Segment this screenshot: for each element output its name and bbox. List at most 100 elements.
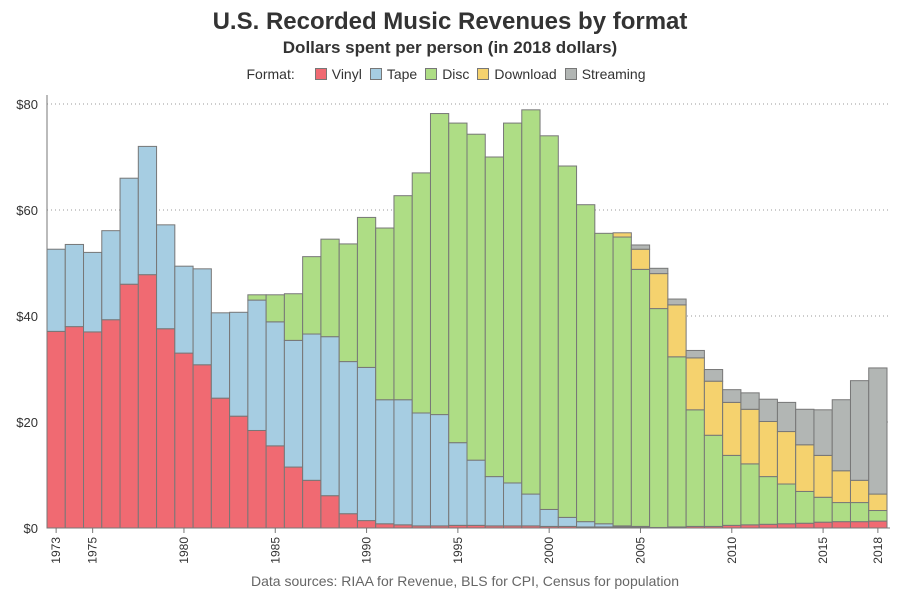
bar-segment-disc-2006 xyxy=(649,308,669,528)
bar-segment-vinyl-1983 xyxy=(229,415,249,529)
bar-segment-download-2007 xyxy=(667,304,687,358)
bar-segment-vinyl-1974 xyxy=(64,326,85,529)
bar-segment-disc-1986 xyxy=(283,293,304,341)
bar-segment-download-2005 xyxy=(630,248,651,270)
bar-segment-tape-1999 xyxy=(521,493,541,527)
bar-segment-vinyl-1989 xyxy=(338,513,358,529)
bar-segment-disc-1997 xyxy=(484,156,505,478)
bar-segment-tape-1977 xyxy=(119,177,139,285)
legend-item-vinyl[interactable]: Vinyl xyxy=(314,66,362,82)
bar-segment-tape-1995 xyxy=(448,442,468,526)
bar-segment-download-2018 xyxy=(868,493,888,512)
y-tick-label: $80 xyxy=(16,97,38,112)
bar-segment-disc-2010 xyxy=(722,454,742,526)
bar-segment-vinyl-1985 xyxy=(265,445,285,529)
bar-segment-vinyl-2017 xyxy=(849,521,870,529)
legend-item-streaming[interactable]: Streaming xyxy=(564,66,646,82)
bar-segment-disc-1999 xyxy=(521,109,541,495)
bar-segment-streaming-2018 xyxy=(868,367,888,495)
bar-segment-disc-2014 xyxy=(795,490,815,524)
bar-segment-tape-1998 xyxy=(503,482,523,527)
legend-item-download[interactable]: Download xyxy=(477,66,557,82)
legend-swatch-download xyxy=(477,68,490,80)
x-tick-label: 1995 xyxy=(451,537,465,564)
bar-segment-tape-2000 xyxy=(539,508,559,527)
legend: Format: Vinyl Tape Disc Download Streami… xyxy=(0,66,900,82)
legend-swatch-streaming xyxy=(564,68,577,80)
bar-segment-download-2011 xyxy=(740,408,760,465)
bar-segment-disc-2016 xyxy=(831,502,851,523)
bar-segment-vinyl-2018 xyxy=(868,520,888,529)
bars xyxy=(46,109,888,529)
y-tick-label: $20 xyxy=(16,415,38,430)
bar-segment-download-2008 xyxy=(685,357,705,411)
bar-segment-tape-1983 xyxy=(229,311,249,417)
bar-segment-disc-1991 xyxy=(375,227,395,401)
bar-segment-vinyl-1987 xyxy=(302,479,322,529)
bar-segment-disc-2008 xyxy=(685,409,705,527)
bar-segment-streaming-2011 xyxy=(740,392,760,410)
bar-segment-disc-1994 xyxy=(429,113,450,416)
bar-segment-download-2010 xyxy=(722,401,742,456)
bar-segment-disc-2009 xyxy=(703,434,724,527)
legend-label-streaming: Streaming xyxy=(581,66,646,82)
bar-segment-disc-1993 xyxy=(411,172,431,414)
x-tick-label: 2000 xyxy=(542,537,556,564)
bar-segment-download-2004 xyxy=(612,232,632,238)
bar-segment-streaming-2005 xyxy=(630,244,651,250)
bar-segment-tape-1974 xyxy=(64,243,85,328)
bar-segment-tape-1982 xyxy=(210,312,231,399)
bar-segment-tape-1990 xyxy=(356,366,377,522)
bar-segment-streaming-2016 xyxy=(831,399,851,472)
bar-segment-disc-1987 xyxy=(302,256,322,335)
legend-item-disc[interactable]: Disc xyxy=(425,66,469,82)
bar-segment-disc-2012 xyxy=(758,476,778,525)
source-note: Data sources: RIAA for Revenue, BLS for … xyxy=(251,573,679,589)
bar-segment-disc-2011 xyxy=(740,463,760,526)
bar-segment-streaming-2007 xyxy=(667,298,687,306)
bar-segment-vinyl-1976 xyxy=(101,319,121,529)
bar-segment-download-2006 xyxy=(649,273,669,310)
bar-segment-vinyl-1991 xyxy=(375,523,395,529)
bar-segment-download-2013 xyxy=(776,431,797,485)
x-tick-label: 2018 xyxy=(871,537,885,564)
legend-title: Format: xyxy=(246,66,295,82)
bar-segment-disc-2001 xyxy=(557,165,578,518)
bar-segment-tape-1991 xyxy=(375,399,395,525)
x-tick-label: 1985 xyxy=(268,537,282,564)
bar-segment-tape-1987 xyxy=(302,333,322,481)
y-tick-label: $0 xyxy=(24,521,38,536)
bar-segment-vinyl-2014 xyxy=(795,522,815,529)
legend-label-tape: Tape xyxy=(386,66,418,82)
bar-segment-streaming-2013 xyxy=(776,401,797,433)
bar-segment-vinyl-1988 xyxy=(320,495,340,529)
bar-segment-disc-2015 xyxy=(813,496,833,523)
bar-segment-disc-2013 xyxy=(776,483,797,525)
bar-segment-tape-1992 xyxy=(393,399,413,526)
legend-item-tape[interactable]: Tape xyxy=(369,66,418,82)
bar-segment-download-2016 xyxy=(831,470,851,504)
x-tick-label: 2005 xyxy=(633,537,647,564)
bar-segment-tape-1980 xyxy=(174,265,194,354)
bar-segment-vinyl-1982 xyxy=(210,397,231,529)
bar-segment-vinyl-2012 xyxy=(758,523,778,529)
bar-segment-vinyl-1981 xyxy=(192,364,212,529)
bar-segment-vinyl-1986 xyxy=(283,466,304,529)
bar-segment-download-2015 xyxy=(813,454,833,498)
bar-segment-disc-2002 xyxy=(576,204,596,523)
x-tick-label: 1975 xyxy=(86,537,100,564)
bar-segment-disc-2004 xyxy=(612,236,632,527)
bar-segment-streaming-2009 xyxy=(703,369,724,382)
bar-segment-disc-1998 xyxy=(503,122,523,484)
bar-segment-tape-1989 xyxy=(338,361,358,515)
bar-segment-disc-1988 xyxy=(320,238,340,338)
x-tick-label: 1990 xyxy=(360,537,374,564)
bar-segment-tape-1973 xyxy=(46,248,66,332)
bar-segment-disc-2003 xyxy=(594,232,614,525)
bar-segment-vinyl-2016 xyxy=(831,521,851,529)
bar-segment-disc-1990 xyxy=(356,216,377,368)
bar-segment-vinyl-1990 xyxy=(356,520,377,529)
bar-segment-tape-1976 xyxy=(101,230,121,321)
y-tick-label: $60 xyxy=(16,203,38,218)
